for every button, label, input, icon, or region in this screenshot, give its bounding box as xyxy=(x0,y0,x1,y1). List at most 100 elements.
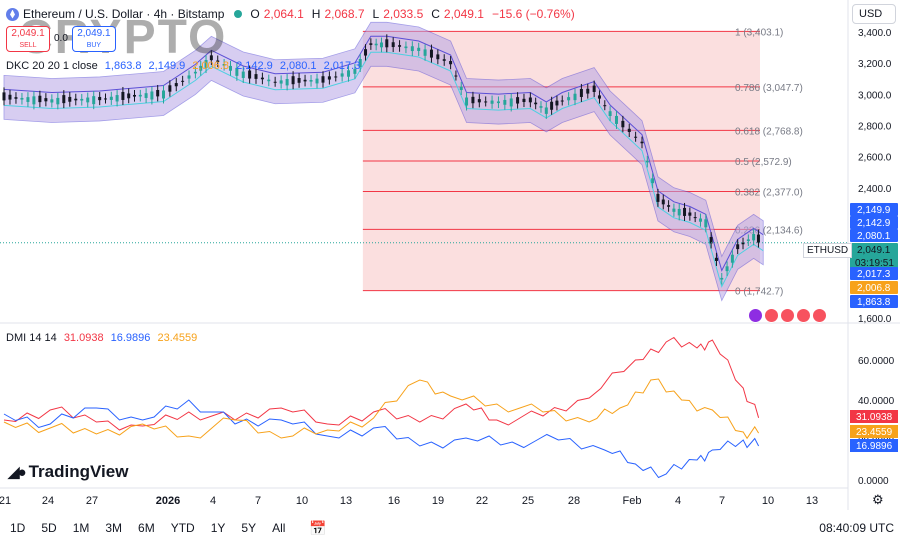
candle xyxy=(127,93,131,99)
candle xyxy=(369,43,373,45)
range-6m[interactable]: 6M xyxy=(138,521,155,535)
candle xyxy=(209,55,213,61)
donchian-channel xyxy=(3,21,764,302)
candle xyxy=(74,98,78,101)
candle xyxy=(544,107,548,114)
candle xyxy=(586,88,590,94)
settings-icon[interactable]: ⚙ xyxy=(872,492,884,507)
time-tick: 4 xyxy=(210,495,216,507)
symbol-title[interactable]: Ethereum / U.S. Dollar · 4h · Bitstamp xyxy=(23,7,225,21)
candle xyxy=(471,96,475,104)
candle xyxy=(26,97,30,102)
range-1d[interactable]: 1D xyxy=(10,521,26,535)
candle xyxy=(285,78,289,86)
time-tick: 28 xyxy=(568,495,580,507)
price-tag xyxy=(850,281,898,294)
price-tag xyxy=(850,295,898,308)
candle xyxy=(80,98,84,101)
tradingview-logo[interactable]: ◢● TradingView xyxy=(8,462,128,482)
range-5d[interactable]: 5D xyxy=(41,521,57,535)
candle xyxy=(327,76,331,80)
channel-upper-line xyxy=(3,35,764,272)
us-flag-icon[interactable] xyxy=(796,308,811,323)
currency-select[interactable]: USD xyxy=(852,4,896,24)
candle xyxy=(534,102,538,105)
candle xyxy=(693,217,697,219)
range-5y[interactable]: 5Y xyxy=(241,521,257,535)
utc-clock[interactable]: 08:40:09 UTC xyxy=(819,521,894,535)
branding-text: TradingView xyxy=(28,462,129,481)
candle xyxy=(358,58,362,67)
spread-value: 0.0 xyxy=(54,33,68,44)
candle xyxy=(174,83,178,87)
candle xyxy=(410,46,414,52)
price-tick: 3,000.0 xyxy=(858,90,892,101)
candle xyxy=(68,96,72,102)
time-tick: 27 xyxy=(86,495,98,507)
candle xyxy=(2,92,6,101)
range-1m[interactable]: 1M xyxy=(72,521,90,535)
sell-button[interactable]: 2,049.1 SELL xyxy=(6,26,50,52)
candle xyxy=(656,193,660,202)
us-flag-icon[interactable] xyxy=(780,308,795,323)
buy-label: BUY xyxy=(86,42,102,49)
range-1y[interactable]: 1Y xyxy=(210,521,226,535)
candle xyxy=(496,101,500,104)
price-tick: 3,200.0 xyxy=(858,59,892,70)
candle xyxy=(579,88,583,97)
candle xyxy=(661,199,665,205)
candle xyxy=(86,97,90,103)
candle xyxy=(138,94,142,97)
fib-level-label: 0.236 (2,134.6) xyxy=(735,225,803,236)
candle xyxy=(104,98,107,100)
candle xyxy=(436,54,440,60)
dmi-legend[interactable]: DMI 14 14 31.0938 16.9896 23.4559 xyxy=(6,332,201,344)
candle xyxy=(725,266,729,272)
candle xyxy=(309,80,313,82)
dmi-tick: 40.0000 xyxy=(858,396,895,407)
range-ytd[interactable]: YTD xyxy=(170,521,195,535)
candle xyxy=(297,77,301,83)
candle xyxy=(115,95,119,102)
dkc-value: 2,080.1 xyxy=(279,60,317,72)
time-tick: 13 xyxy=(806,495,818,507)
candle xyxy=(241,71,245,78)
candle xyxy=(503,99,507,105)
candle xyxy=(315,78,319,84)
us-flag-icon[interactable] xyxy=(812,308,827,323)
range-all[interactable]: All xyxy=(272,521,286,535)
candle xyxy=(8,94,12,100)
time-tick: 13 xyxy=(340,495,352,507)
fib-level-label: 0.382 (2,377.0) xyxy=(735,188,803,199)
dkc-value: 2,006.8 xyxy=(192,60,230,72)
candle xyxy=(756,234,760,243)
us-flag-icon[interactable] xyxy=(764,308,779,323)
price-tag-label: 2,049.1 xyxy=(857,245,891,256)
candle xyxy=(92,96,96,105)
candle xyxy=(279,80,283,84)
dmi-tag-label: 16.9896 xyxy=(856,441,893,452)
price-tag xyxy=(850,267,898,280)
calendar-icon[interactable]: 📅 xyxy=(309,519,327,536)
candle xyxy=(187,75,191,79)
candle xyxy=(423,49,427,56)
event-icons[interactable] xyxy=(748,308,827,323)
buy-button[interactable]: 2,049.1 BUY xyxy=(71,26,116,52)
candle xyxy=(720,277,724,280)
dkc-legend[interactable]: DKC 20 20 1 close 1,863.8 2,149.9 2,006.… xyxy=(6,60,364,72)
lightning-icon[interactable] xyxy=(748,308,763,323)
candle xyxy=(321,76,325,83)
candle xyxy=(144,93,148,98)
time-tick: 24 xyxy=(42,495,54,507)
market-status-dot xyxy=(234,10,243,18)
candle xyxy=(490,100,494,104)
price-tag xyxy=(850,203,898,216)
buy-price: 2,049.1 xyxy=(77,28,111,39)
candle xyxy=(417,47,421,51)
price-tag xyxy=(850,243,898,269)
price-tick: 2,600.0 xyxy=(858,153,892,164)
candle xyxy=(677,208,681,216)
bottom-toolbar: 1D 5D 1M 3M 6M YTD 1Y 5Y All 📅 08:40:09 … xyxy=(0,516,900,540)
range-3m[interactable]: 3M xyxy=(105,521,123,535)
